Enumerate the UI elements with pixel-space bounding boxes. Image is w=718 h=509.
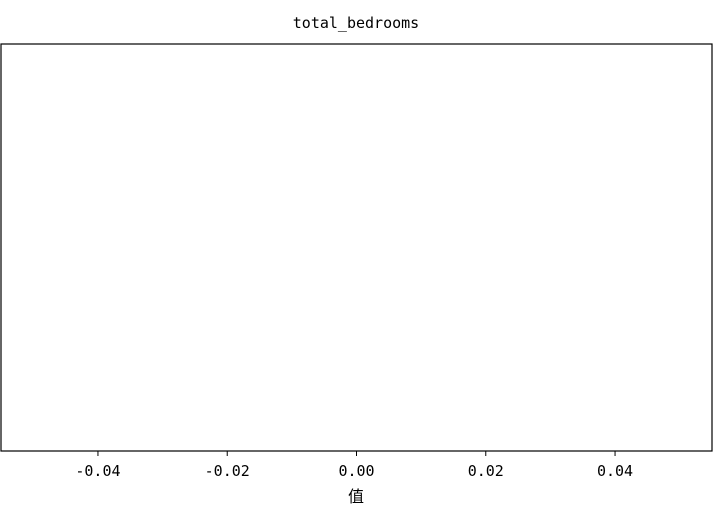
- x-tick-label: -0.02: [205, 462, 250, 480]
- x-axis-ticks: -0.04 -0.02 0.00 0.02 0.04: [75, 451, 633, 480]
- x-tick-label: 0.02: [468, 462, 504, 480]
- chart-title: total_bedrooms: [293, 14, 419, 32]
- x-tick-label: 0.04: [597, 462, 633, 480]
- x-tick-label: -0.04: [75, 462, 120, 480]
- plot-area: [0, 43, 713, 452]
- x-axis-label: 值: [348, 487, 364, 506]
- x-tick-label: 0.00: [338, 462, 374, 480]
